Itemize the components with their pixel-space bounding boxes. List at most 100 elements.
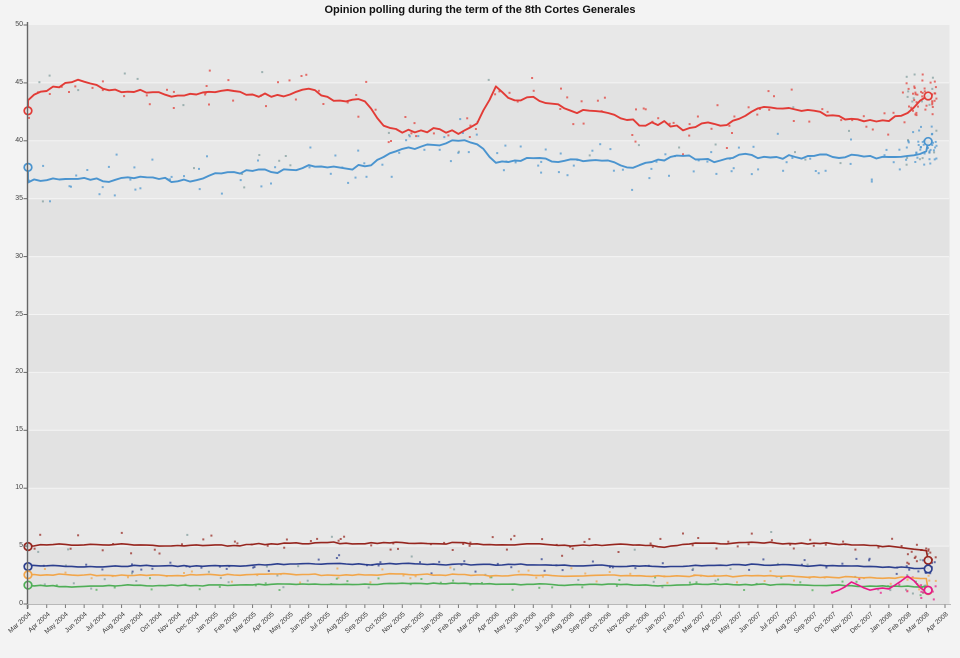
poll-dot-psoe (883, 112, 886, 115)
poll-dot-pp (115, 153, 118, 156)
poll-dot-pp (151, 158, 154, 161)
poll-dot-iu (343, 535, 346, 538)
y-tick-label: 5 (19, 542, 23, 550)
poll-dot-upyd (920, 597, 923, 599)
poll-dot-iu (181, 543, 183, 546)
poll-dot-pp (930, 133, 933, 136)
poll-dot-psoe (346, 101, 349, 104)
poll-dot-iu (682, 532, 684, 535)
poll-dot-pp (919, 148, 922, 151)
poll-dot-erc (570, 567, 573, 570)
poll-dot-psoe (145, 94, 148, 97)
poll-dot-pp (198, 167, 200, 170)
poll-dot-ciu (908, 568, 911, 571)
poll-dot-erc (527, 569, 530, 572)
poll-dot-iu (561, 554, 564, 557)
poll-dot-pp (309, 146, 312, 149)
poll-dot-erc (414, 575, 417, 578)
poll-dot-pp (41, 200, 44, 203)
poll-dot-pnv (264, 582, 267, 585)
poll-dot-pp (514, 161, 517, 164)
poll-dot-iu (339, 538, 342, 540)
poll-dot-psoe (716, 104, 719, 107)
poll-dot-psoe (913, 99, 916, 102)
y-tick-label: 10 (15, 484, 23, 492)
poll-dot-ciu (929, 572, 932, 575)
poll-dot-erc (889, 582, 892, 585)
poll-dot-pnv (490, 576, 493, 579)
poll-dot-pp (814, 170, 817, 172)
poll-dot-psoe (288, 79, 291, 82)
poll-dot-ciu (591, 560, 594, 563)
plot-background-band (27, 430, 950, 489)
poll-dot-iu (736, 545, 739, 548)
poll-dot-pp (637, 144, 640, 147)
election-result-2008-psoe (923, 91, 933, 101)
poll-dot-erc (769, 570, 772, 573)
poll-dot-pp (354, 176, 357, 179)
poll-dot-erc (906, 578, 909, 581)
poll-dot-iu (842, 540, 845, 543)
poll-dot-iu (691, 544, 694, 547)
poll-dot-pp (260, 185, 263, 188)
poll-dot-pp (905, 163, 908, 166)
poll-dot-pp (133, 166, 136, 169)
poll-dot-ciu (906, 574, 909, 577)
poll-dot-psoe (668, 122, 671, 125)
poll-dot-psoe (261, 71, 264, 74)
poll-dot-psoe (907, 90, 910, 93)
poll-dot-ciu (661, 562, 664, 565)
poll-dot-psoe (921, 92, 924, 94)
poll-dot-psoe (912, 92, 914, 95)
poll-dot-pp (258, 154, 261, 156)
poll-dot-ciu (131, 563, 133, 566)
poll-dot-upyd (924, 584, 927, 587)
poll-dot-psoe (871, 128, 874, 131)
poll-dot-pp (929, 148, 932, 151)
poll-dot-erc (135, 580, 138, 582)
poll-dot-iu (443, 541, 446, 544)
poll-dot-ciu (841, 562, 844, 565)
poll-dot-pp (540, 171, 543, 174)
poll-dot-ciu (267, 569, 270, 572)
poll-dot-psoe (920, 90, 923, 93)
poll-dot-psoe (906, 95, 909, 98)
poll-dot-pp (243, 186, 246, 189)
poll-dot-psoe (148, 103, 151, 106)
poll-dot-psoe (929, 81, 932, 84)
poll-dot-erc (934, 579, 937, 582)
poll-dot-psoe (277, 81, 279, 84)
poll-dot-pnv (743, 589, 746, 591)
poll-dot-pnv (695, 581, 698, 584)
poll-dot-psoe (840, 119, 843, 122)
poll-dot-ciu (131, 572, 133, 575)
poll-dot-psoe (232, 99, 235, 102)
poll-dot-iu (309, 540, 312, 542)
poll-dot-pp (537, 164, 540, 167)
poll-dot-erc (369, 581, 372, 584)
election-result-2008-ciu (923, 564, 933, 574)
poll-dot-pp (502, 169, 505, 172)
poll-dot-psoe (566, 96, 569, 99)
poll-dot-iu (727, 540, 730, 543)
poll-dot-upyd (920, 590, 923, 593)
poll-dot-pp (932, 149, 935, 152)
poll-dot-upyd (932, 598, 935, 601)
poll-dot-iu (906, 561, 909, 564)
poll-dot-pnv (198, 588, 201, 591)
poll-dot-ciu (776, 562, 779, 565)
poll-dot-psoe (790, 88, 793, 91)
poll-dot-pnv (43, 583, 46, 586)
poll-dot-pp (648, 177, 651, 180)
poll-dot-pp (892, 161, 895, 164)
poll-dot-psoe (747, 106, 750, 109)
poll-dot-psoe (913, 85, 916, 88)
poll-dot-psoe (903, 121, 906, 124)
poll-dot-ciu (543, 569, 546, 572)
poll-dot-ciu (540, 558, 543, 561)
poll-dot-ciu (438, 560, 441, 563)
poll-dot-iu (77, 534, 80, 537)
poll-dot-psoe (728, 124, 731, 127)
poll-dot-psoe (91, 86, 94, 89)
poll-dot-psoe (710, 127, 713, 130)
